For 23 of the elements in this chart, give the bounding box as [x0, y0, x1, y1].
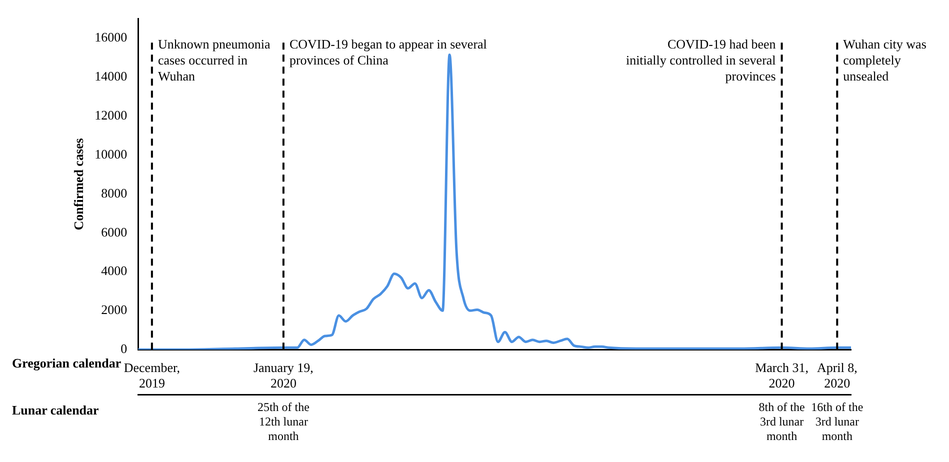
x-tick-label: January 19, 2020	[253, 360, 314, 390]
ref-line-label: COVID-19 began to appear in several provinces of China	[289, 36, 488, 68]
y-tick-label: 14000	[94, 68, 128, 84]
ref-line-label: Unknown pneumonia cases occurred in Wuhan	[158, 36, 270, 84]
y-tick-label: 10000	[94, 146, 128, 162]
x-tick-label: April 8, 2020	[816, 360, 858, 390]
y-tick-label: 16000	[94, 30, 128, 45]
y-tick-label: 4000	[101, 263, 128, 278]
x-tick-label: December, 2019	[124, 360, 180, 390]
ref-line-label: COVID-19 had been initially controlled in several provinces	[626, 36, 776, 84]
y-tick-label: 2000	[101, 302, 128, 318]
y-tick-label: 8000	[101, 185, 128, 200]
x-axis-title: Gregorian calendar	[12, 355, 122, 370]
ref-line-label: Wuhan city was completely unsealed	[843, 36, 926, 84]
x2-tick-label: 8th of the 3rd lunar month	[758, 400, 805, 443]
y-tick-label: 12000	[94, 108, 128, 123]
x-tick-label: March 31, 2020	[755, 360, 809, 390]
y-tick-label: 6000	[101, 224, 128, 240]
y-tick-label: 0	[120, 341, 128, 356]
x2-tick-label: 16th of the 3rd lunar month	[811, 400, 864, 443]
x2-tick-label: 25th of the 12th lunar month	[257, 400, 310, 443]
y-axis-title: Confirmed cases	[71, 138, 86, 230]
x2-axis-title: Lunar calendar	[12, 402, 100, 418]
